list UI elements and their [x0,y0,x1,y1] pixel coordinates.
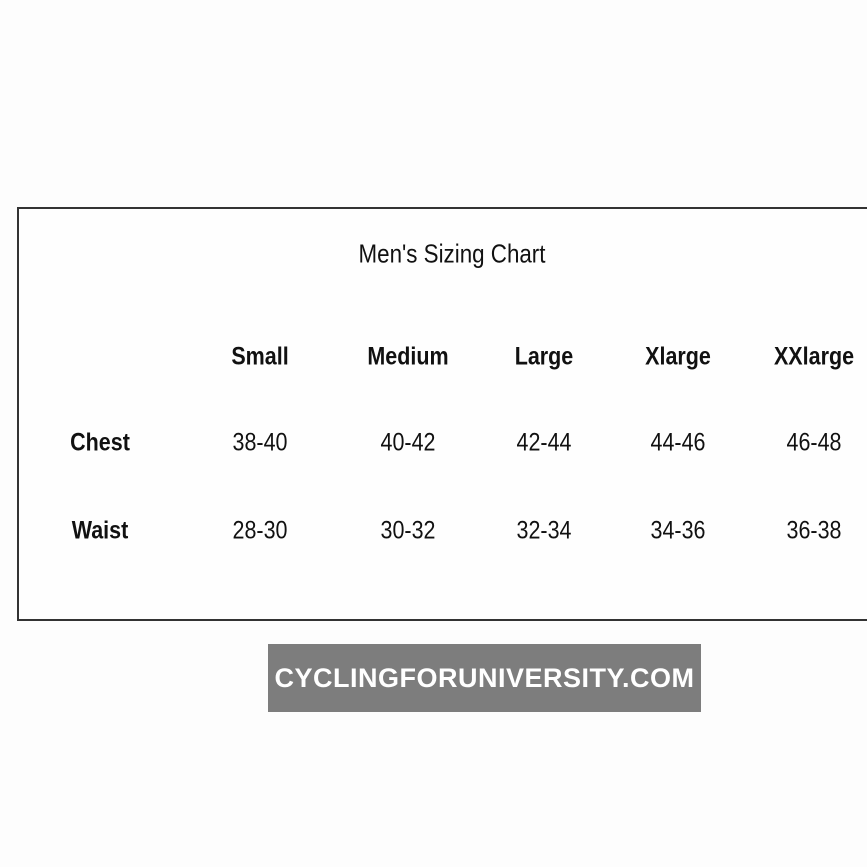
column-header: Large [514,342,574,371]
table-cell: 34-36 [650,516,706,545]
table-cell: 44-46 [650,428,706,457]
row-label: Chest [70,428,130,457]
column-header: XXlarge [773,342,855,371]
watermark: CYCLINGFORUNIVERSITY.COM [268,644,701,712]
table-cell: 32-34 [516,516,572,545]
table-cell: 28-30 [232,516,288,545]
watermark-text: CYCLINGFORUNIVERSITY.COM [274,662,695,693]
table-cell: 42-44 [516,428,572,457]
table-cell: 36-38 [786,516,842,545]
table-cell: 30-32 [380,516,436,545]
column-header: Medium [367,342,449,371]
table-title: Men's Sizing Chart [358,238,546,269]
sizing-table [17,207,867,621]
table-cell: 46-48 [786,428,842,457]
table-cell: 40-42 [380,428,436,457]
column-header: Xlarge [645,342,711,371]
row-label: Waist [71,516,129,545]
column-header: Small [231,342,289,371]
table-cell: 38-40 [232,428,288,457]
